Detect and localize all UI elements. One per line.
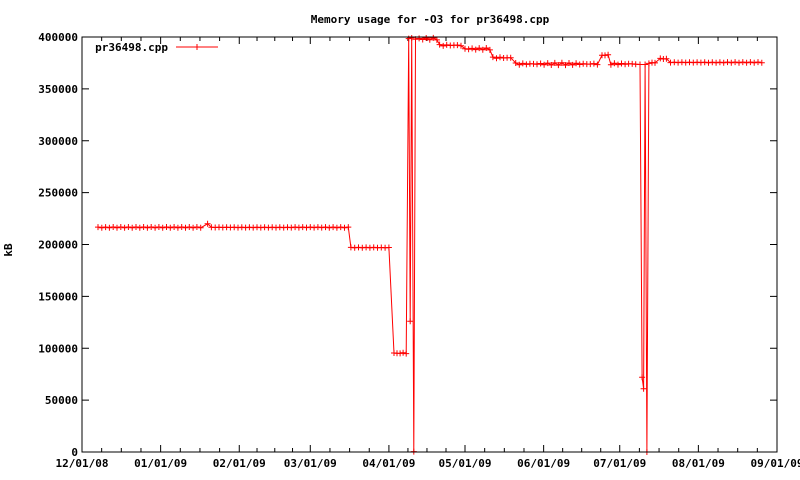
x-tick-label: 02/01/09 (213, 457, 266, 470)
y-tick-label: 150000 (38, 290, 78, 303)
y-tick-label: 50000 (45, 394, 78, 407)
series-line (97, 37, 762, 453)
plot-frame (81, 36, 778, 453)
y-tick-label: 200000 (38, 239, 78, 252)
x-tick-label: 03/01/09 (284, 457, 337, 470)
x-tick-label: 05/01/09 (439, 457, 492, 470)
y-tick-label: 0 (71, 446, 78, 459)
chart-title: Memory usage for -O3 for pr36498.cpp (311, 13, 550, 26)
y-tick-label: 250000 (38, 187, 78, 200)
x-tick-label: 08/01/09 (672, 457, 725, 470)
x-tick-label: 06/01/09 (517, 457, 570, 470)
x-tick-label: 07/01/09 (593, 457, 646, 470)
y-tick-label: 400000 (38, 31, 78, 44)
y-tick-label: 100000 (38, 342, 78, 355)
legend-series-label: pr36498.cpp (95, 41, 168, 54)
series-point-markers (95, 34, 765, 455)
data-series (95, 34, 765, 455)
x-tick-label: 01/01/09 (134, 457, 187, 470)
y-axis-label: kB (2, 243, 15, 257)
x-tick-label: 09/01/09 (751, 457, 800, 470)
legend: pr36498.cpp (95, 41, 218, 54)
x-tick-label: 04/01/09 (362, 457, 415, 470)
y-tick-label: 350000 (38, 83, 78, 96)
axes: 0 50000 100000 150000 200000 250000 300000 3500… (38, 31, 800, 470)
y-tick-label: 300000 (38, 135, 78, 148)
legend-sample-marker (194, 44, 200, 50)
x-tick-label: 12/01/08 (56, 457, 109, 470)
legend-line-sample-icon (176, 44, 218, 50)
